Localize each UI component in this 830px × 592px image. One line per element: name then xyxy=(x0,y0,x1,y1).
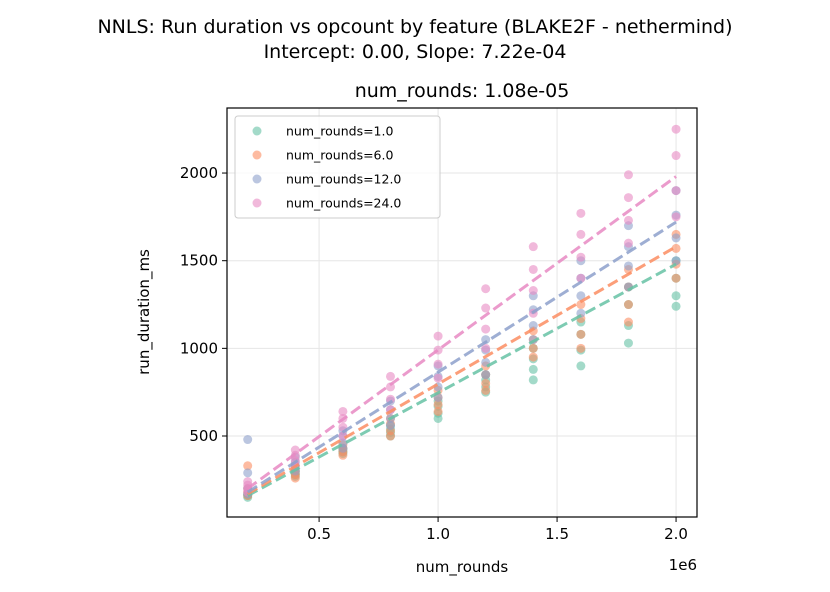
data-point xyxy=(576,300,586,310)
data-point xyxy=(528,285,538,295)
data-point xyxy=(338,406,348,416)
y-tick-label: 1500 xyxy=(180,252,218,270)
data-point xyxy=(290,445,300,455)
data-point xyxy=(385,371,395,381)
x-axis-label: num_rounds xyxy=(416,558,509,577)
ticks: 0.5 1.0 1.5 2.0 500 1000 1500 2000 xyxy=(180,164,688,543)
data-point xyxy=(528,364,538,374)
data-point xyxy=(576,229,586,239)
fit-line xyxy=(246,175,677,490)
legend-label: num_rounds=6.0 xyxy=(286,148,393,163)
legend-label: num_rounds=24.0 xyxy=(286,196,401,211)
data-point xyxy=(671,301,681,311)
data-point xyxy=(433,359,443,369)
data-point xyxy=(671,256,681,266)
data-point xyxy=(576,291,586,301)
data-point xyxy=(243,435,253,445)
legend-marker xyxy=(252,174,262,184)
data-point xyxy=(623,317,633,327)
data-point xyxy=(623,193,633,203)
data-point xyxy=(433,331,443,341)
x-tick-label: 2.0 xyxy=(664,525,688,543)
chart-subtitle: Intercept: 0.00, Slope: 7.22e-04 xyxy=(264,41,567,63)
data-point xyxy=(528,352,538,362)
data-point xyxy=(623,238,633,248)
plot-frame xyxy=(226,107,698,518)
x-tick-label: 1.0 xyxy=(426,525,450,543)
data-point xyxy=(385,420,395,430)
data-point xyxy=(576,343,586,353)
fit-line xyxy=(246,220,677,494)
y-tick-label: 1000 xyxy=(180,339,218,357)
data-point xyxy=(623,215,633,225)
data-point xyxy=(243,468,253,478)
data-point xyxy=(481,303,491,313)
fit-line xyxy=(246,245,677,496)
data-point xyxy=(671,243,681,253)
data-point xyxy=(433,373,443,383)
legend-marker xyxy=(252,150,262,160)
data-point xyxy=(481,385,491,395)
legend-marker xyxy=(252,198,262,208)
data-point xyxy=(528,264,538,274)
data-point xyxy=(481,343,491,353)
y-axis-label: run_duration_ms xyxy=(135,249,154,375)
data-point xyxy=(243,477,253,487)
data-point xyxy=(623,261,633,271)
data-point xyxy=(528,343,538,353)
data-point xyxy=(385,394,395,404)
data-point xyxy=(671,212,681,222)
data-point xyxy=(671,151,681,161)
data-point xyxy=(528,242,538,252)
data-point xyxy=(433,406,443,416)
data-point xyxy=(671,186,681,196)
x-offset-label: 1e6 xyxy=(669,556,697,574)
data-point xyxy=(528,321,538,331)
data-point xyxy=(243,461,253,471)
data-point xyxy=(528,375,538,385)
x-tick-label: 0.5 xyxy=(307,525,331,543)
data-point xyxy=(623,338,633,348)
fit-line xyxy=(246,262,677,497)
data-point xyxy=(671,273,681,283)
y-tick-label: 500 xyxy=(189,427,218,445)
data-point xyxy=(576,208,586,218)
legend-label: num_rounds=12.0 xyxy=(286,172,401,187)
data-point xyxy=(623,300,633,310)
data-point xyxy=(576,329,586,339)
legend: num_rounds=1.0 num_rounds=6.0 num_rounds=1… xyxy=(234,115,441,219)
data-point xyxy=(481,378,491,388)
chart-title: NNLS: Run duration vs opcount by feature… xyxy=(97,16,732,38)
x-tick-label: 1.5 xyxy=(545,525,569,543)
data-point xyxy=(576,273,586,283)
data-point xyxy=(481,370,491,380)
data-point xyxy=(671,124,681,134)
data-point xyxy=(481,324,491,334)
data-point xyxy=(671,233,681,243)
data-point xyxy=(576,361,586,371)
data-point xyxy=(576,252,586,262)
data-point xyxy=(671,291,681,301)
series-3 xyxy=(243,186,681,499)
axes-title: num_rounds: 1.08e-05 xyxy=(355,80,570,102)
data-point xyxy=(623,170,633,180)
data-point xyxy=(481,284,491,294)
legend-label: num_rounds=1.0 xyxy=(286,124,393,139)
data-point xyxy=(433,399,443,409)
legend-marker xyxy=(252,126,262,136)
y-tick-label: 2000 xyxy=(180,164,218,182)
plot-marks xyxy=(243,124,681,502)
